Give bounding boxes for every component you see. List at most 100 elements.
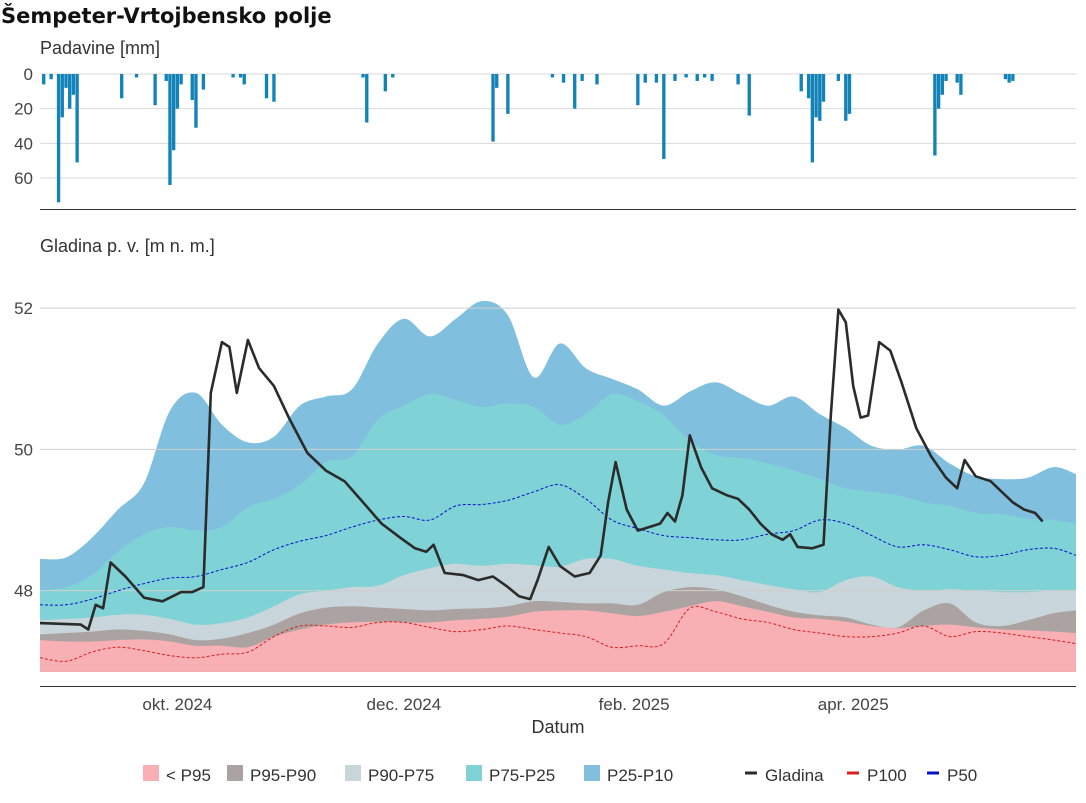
precip-bar (75, 74, 79, 163)
precip-bar (242, 74, 246, 85)
precip-bar (175, 74, 180, 109)
precip-bar (933, 74, 937, 156)
x-tick-label: okt. 2024 (142, 695, 212, 714)
precip-bar (836, 74, 841, 81)
precip-bar (580, 74, 584, 81)
level-grid (40, 307, 1076, 592)
precip-bar (383, 74, 388, 92)
precip-bar (201, 74, 206, 90)
precip-bar (1003, 74, 1008, 80)
precip-bar (643, 74, 647, 83)
legend-label: P95-P90 (250, 766, 316, 785)
precip-bar (955, 74, 959, 83)
chart-title: Šempeter-Vrtojbensko polje (1, 3, 332, 28)
precip-bar (844, 74, 848, 121)
precip-bar (168, 74, 172, 185)
precip-tick-label: 60 (14, 169, 33, 188)
level-ticks: 48 50 52 (14, 299, 33, 600)
legend-item-p100: P100 (847, 766, 907, 785)
precip-bar (561, 74, 566, 83)
precip-bar (818, 74, 822, 121)
precip-bar (71, 74, 76, 95)
p50-line (39, 484, 1077, 606)
legend-label: Gladina (765, 766, 824, 785)
precip-bar (60, 74, 64, 118)
precip-bar (799, 74, 803, 92)
precip-grid (40, 73, 1076, 179)
precip-tick-label: 40 (14, 134, 33, 153)
precip-bar (747, 74, 751, 116)
precip-bar (365, 74, 369, 123)
precip-bar (179, 74, 183, 85)
precip-bar (506, 74, 510, 114)
legend-label: P25-P10 (607, 766, 673, 785)
legend-label: < P95 (166, 766, 211, 785)
legend-item-p95: < P95 (143, 765, 211, 785)
x-ticks: okt. 2024 dec. 2024 feb. 2025 apr. 2025 (142, 695, 888, 714)
precip-bar (56, 74, 61, 203)
legend-swatch (584, 765, 600, 781)
precip-bar (573, 74, 577, 109)
precip-bar (361, 74, 365, 78)
precip-bar (695, 74, 699, 81)
legend-swatch (466, 765, 482, 781)
precip-bar (264, 74, 269, 99)
legend: < P95 P95-P90 P90-P75 P75-P25 P25-P10 Gladina… (143, 765, 977, 785)
level-axis-title: Gladina p. v. [m n. m.] (40, 236, 215, 256)
precip-bar (550, 74, 555, 78)
precip-bar (662, 74, 666, 159)
precip-bar (703, 74, 707, 78)
level-lines (39, 308, 1077, 662)
gladina-line (39, 308, 1044, 631)
legend-item-p95-p90: P95-P90 (227, 765, 316, 785)
precip-bar (391, 74, 395, 78)
legend-item-gladina: Gladina (745, 766, 824, 785)
x-tick-label: apr. 2025 (818, 695, 889, 714)
precip-bar (272, 74, 276, 102)
precip-bar (194, 74, 198, 128)
legend-label: P75-P25 (489, 766, 555, 785)
band-p95 (40, 601, 1076, 672)
precip-bar (64, 74, 68, 88)
precip-bar (231, 74, 235, 78)
precip-bar (491, 74, 495, 142)
precip-tick-label: 0 (24, 65, 33, 84)
precip-bar (736, 74, 740, 85)
legend-label: P90-P75 (368, 766, 434, 785)
precip-axis-title: Padavine [mm] (40, 38, 160, 58)
precip-bar (936, 74, 941, 109)
precip-bar (595, 74, 599, 85)
precip-bar (1011, 74, 1015, 81)
precip-bar (810, 74, 815, 163)
precip-bar (238, 74, 243, 78)
precip-bar (944, 74, 948, 81)
precip-bar (684, 74, 688, 78)
x-tick-label: dec. 2024 (367, 695, 442, 714)
level-tick-label: 50 (14, 440, 33, 459)
precip-bar (654, 74, 659, 83)
precip-bar (49, 74, 53, 80)
precip-bar (959, 74, 963, 95)
legend-item-p90-p75: P90-P75 (345, 765, 434, 785)
precip-ticks: 0 20 40 60 (14, 65, 33, 188)
precip-bar (821, 74, 826, 102)
legend-label: P50 (947, 766, 977, 785)
legend-label: P100 (867, 766, 907, 785)
legend-item-p75-p25: P75-P25 (466, 765, 555, 785)
precip-bar (847, 74, 852, 114)
legend-swatch (227, 765, 243, 781)
precip-bar (636, 74, 640, 106)
precip-bar (710, 74, 714, 81)
precip-bar (172, 74, 176, 151)
precip-bar (153, 74, 157, 106)
level-bands (40, 301, 1076, 672)
precip-bar (673, 74, 677, 81)
x-axis-title: Datum (531, 717, 584, 737)
precip-bar (1007, 74, 1011, 83)
legend-item-p50: P50 (927, 766, 977, 785)
precip-bar (940, 74, 944, 95)
precip-bar (134, 74, 139, 78)
precip-bar (814, 74, 818, 118)
p100-line (39, 605, 1077, 662)
